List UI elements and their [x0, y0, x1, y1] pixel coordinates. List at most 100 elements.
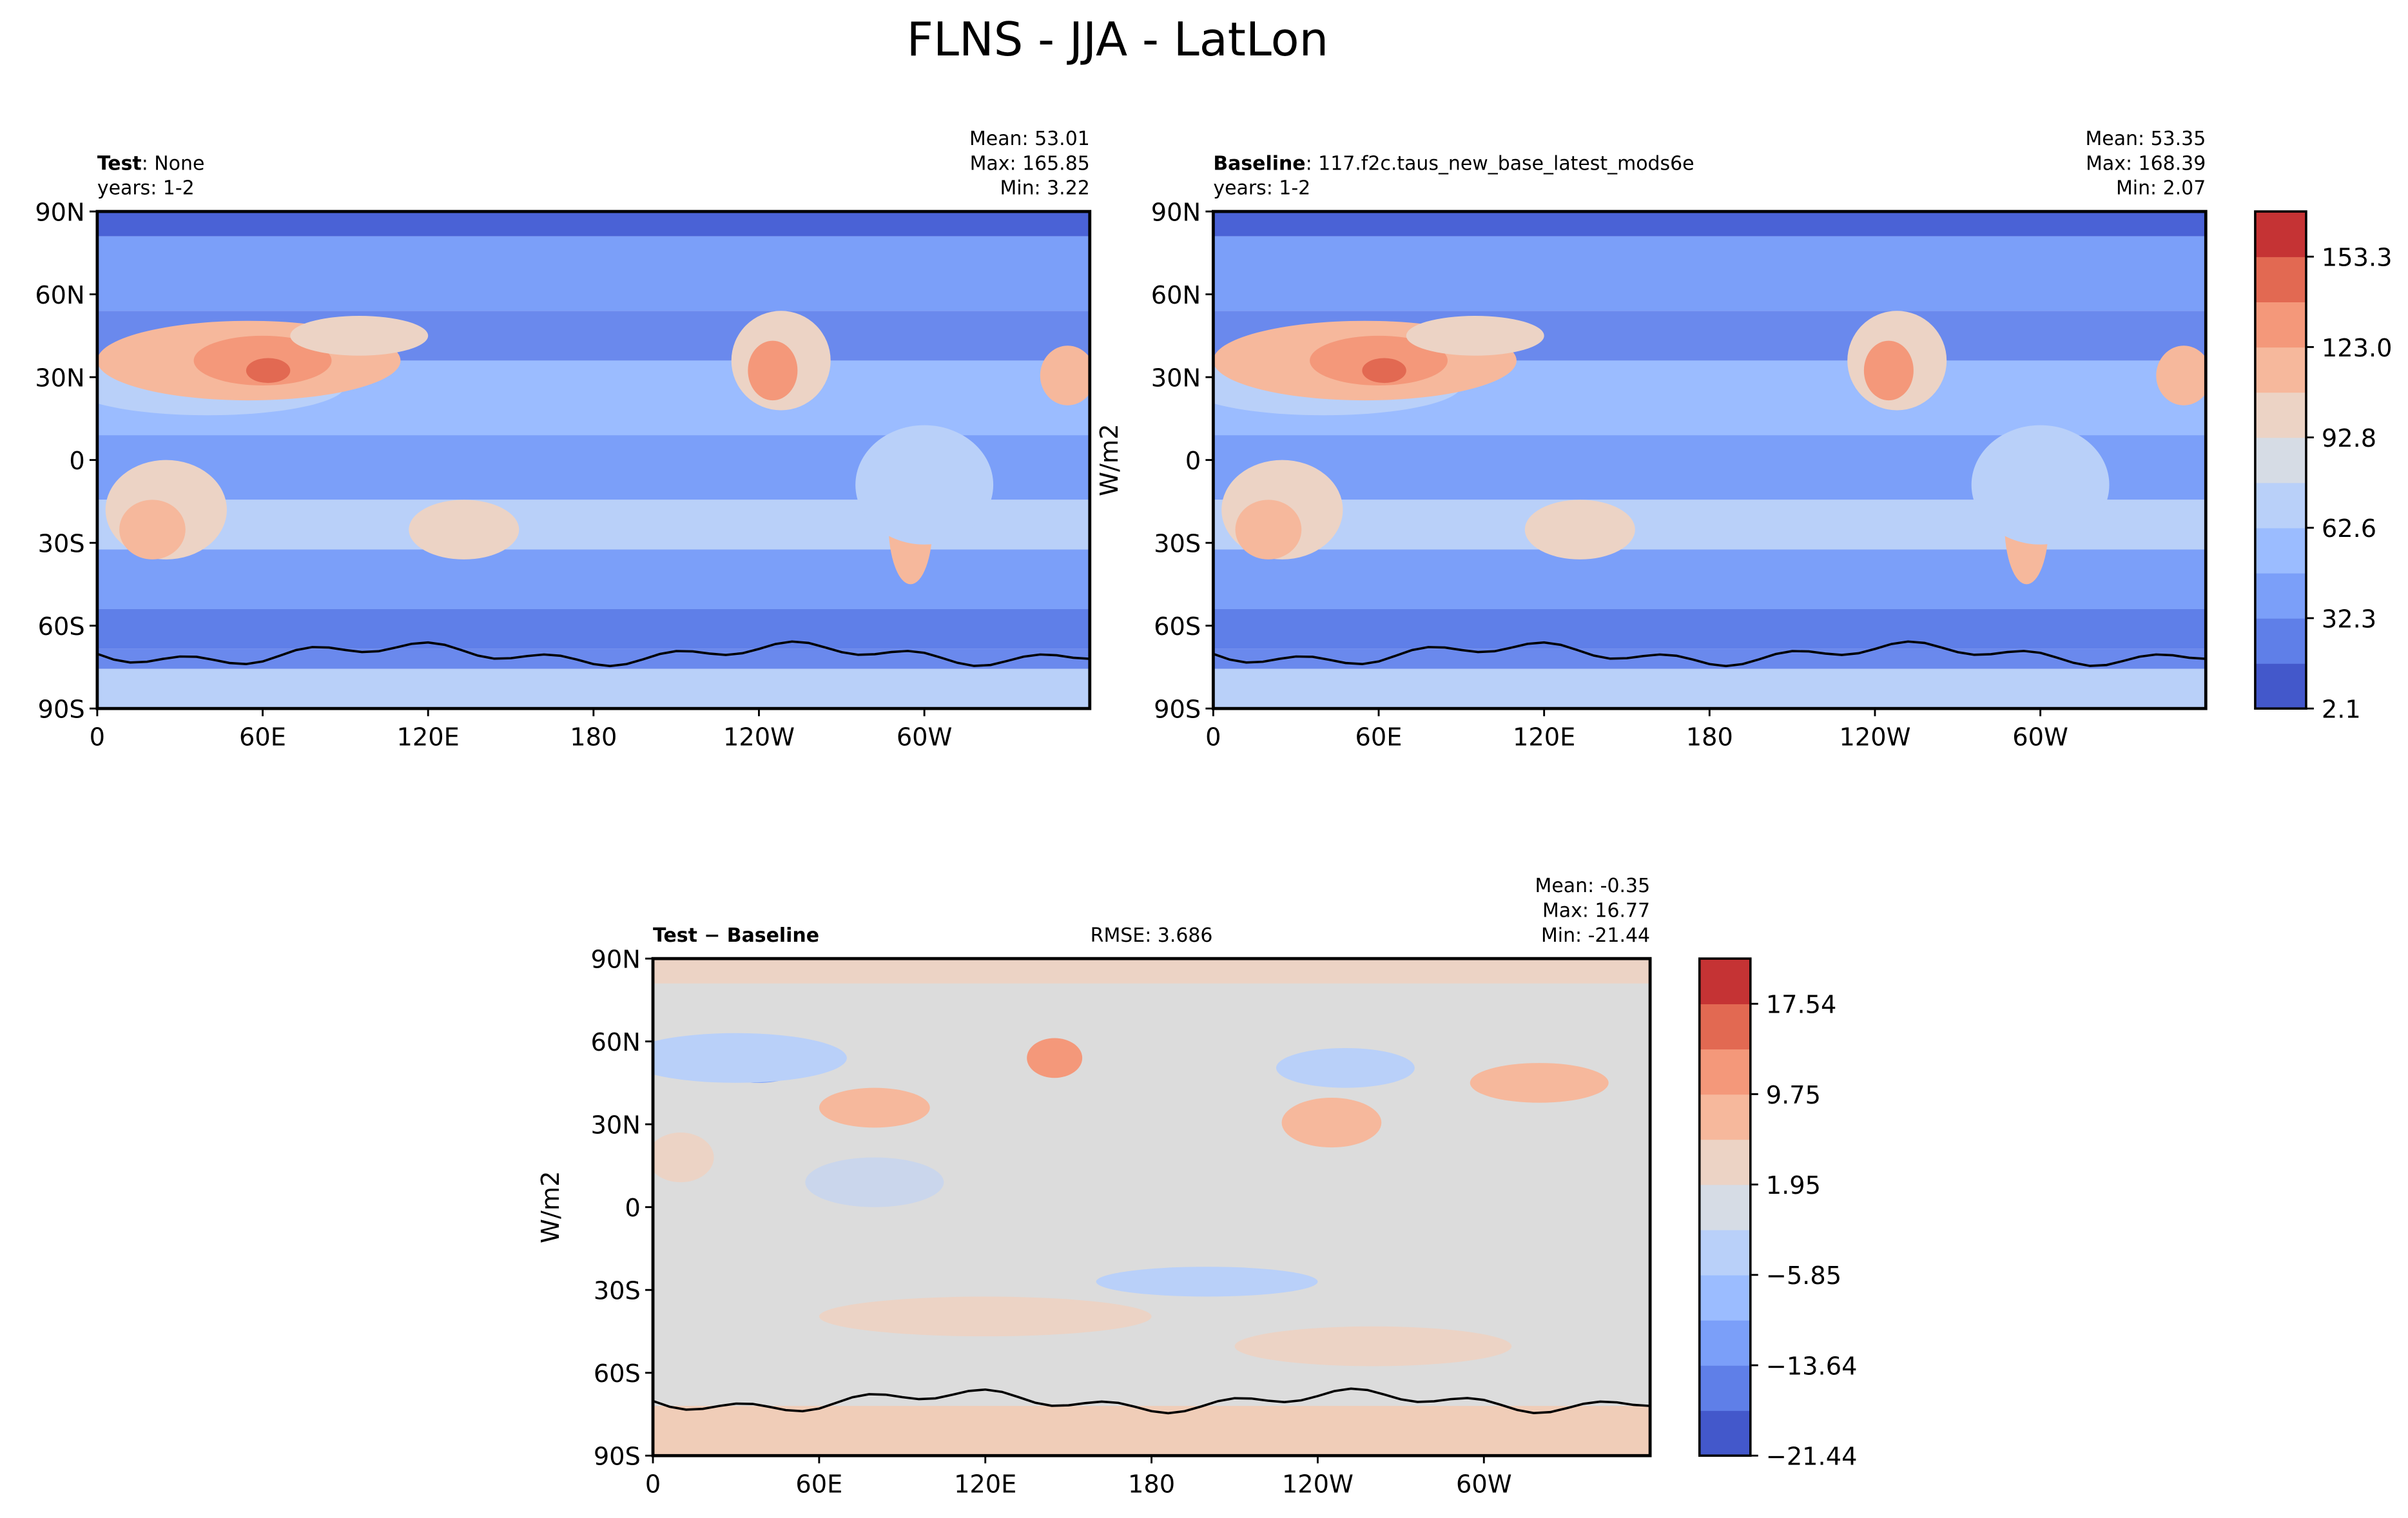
field-blob — [805, 1157, 944, 1207]
field-band — [97, 668, 1090, 709]
field-band — [653, 1406, 1651, 1456]
colorbar-box — [2255, 618, 2306, 664]
lat-tick-label: 0 — [69, 447, 84, 476]
coastline — [1213, 640, 2206, 668]
units-label: W/m2 — [536, 1171, 565, 1243]
colorbar-frame — [2254, 210, 2307, 710]
field-band — [1213, 549, 2206, 609]
colorbar-box — [2255, 437, 2306, 483]
field-blob — [1971, 425, 2110, 545]
colorbar-box — [2255, 347, 2306, 393]
lat-tick-label: 0 — [625, 1194, 640, 1223]
field-blob — [119, 500, 186, 560]
lat-tick-label: 30S — [594, 1277, 641, 1306]
panel-stat: Mean: -0.35 — [1535, 875, 1651, 897]
colorbar-box — [1699, 1049, 1751, 1095]
panel-case: : 117.f2c.taus_new_base_latest_mods6e — [1306, 152, 1694, 175]
panel-label-name: Test — [97, 152, 142, 175]
lat-tick-label: 90S — [594, 1443, 641, 1472]
lon-tick-label: 0 — [90, 723, 105, 752]
field-band — [97, 211, 1090, 237]
field-blob — [855, 425, 994, 545]
lat-tick-label: 60S — [594, 1359, 641, 1388]
panel-rmse: RMSE: 3.686 — [1091, 924, 1213, 947]
panel-stat: Mean: 53.35 — [2085, 128, 2206, 150]
map-field — [1213, 211, 2206, 709]
field-blob — [1470, 1063, 1609, 1103]
coastline — [97, 640, 1090, 668]
lat-tick-label: 90N — [1151, 198, 1201, 227]
panel-stat: Min: 3.22 — [1000, 177, 1089, 200]
colorbar-box — [2255, 257, 2306, 303]
panel-stat: Min: -21.44 — [1541, 924, 1650, 947]
field-blob — [1406, 316, 1544, 356]
panel-years: years: 1-2 — [1213, 177, 1310, 200]
colorbar-box — [2255, 482, 2306, 529]
lon-tick-label: 60W — [1456, 1470, 1512, 1499]
colorbar-box — [1699, 1365, 1751, 1411]
colorbar-box — [2255, 663, 2306, 709]
lat-tick-label: 60S — [1154, 612, 1201, 641]
lat-tick-label: 30N — [590, 1111, 640, 1140]
field-blob — [1276, 1047, 1415, 1088]
lon-tick-label: 180 — [1686, 723, 1733, 752]
lat-tick-label: 30N — [1151, 364, 1201, 393]
lon-tick-label: 60E — [1355, 723, 1403, 752]
lon-tick-label: 120E — [1513, 723, 1575, 752]
lat-tick-label: 90S — [38, 696, 85, 725]
lat-tick-label: 30N — [35, 364, 84, 393]
lat-tick-label: 90N — [35, 198, 84, 227]
lon-tick-label: 120E — [954, 1470, 1016, 1499]
lon-tick-label: 0 — [1205, 723, 1221, 752]
colorbar-tick-label: 9.75 — [1766, 1081, 1821, 1110]
colorbar-tick-label: −13.64 — [1766, 1352, 1858, 1381]
lat-tick-label: 90N — [590, 946, 640, 975]
field-blob — [1281, 1098, 1382, 1148]
panel-label: Test − Baseline — [653, 924, 819, 947]
lon-tick-label: 60W — [897, 723, 953, 752]
colorbar-frame — [1698, 957, 1752, 1457]
colorbar-box — [1699, 1229, 1751, 1276]
lon-tick-label: 60W — [2012, 723, 2068, 752]
map-field — [653, 958, 1651, 1456]
field-band — [653, 958, 1651, 984]
field-blob — [1040, 345, 1090, 405]
colorbar-box — [1699, 1004, 1751, 1050]
colorbar-box — [2255, 392, 2306, 438]
lon-tick-label: 120W — [1282, 1470, 1354, 1499]
field-blob — [819, 1296, 1152, 1337]
field-blob — [409, 500, 519, 560]
panel-label: Test: None — [97, 152, 205, 175]
colorbar-tick-label: 153.3 — [2322, 244, 2393, 273]
field-blob — [748, 340, 798, 401]
field-band — [653, 958, 1651, 1456]
field-blob — [653, 1033, 847, 1083]
field-band — [1213, 211, 2206, 237]
panel-stat: Mean: 53.01 — [969, 128, 1090, 150]
field-band — [1213, 668, 2206, 709]
panel-stat: Max: 165.85 — [970, 152, 1090, 175]
colorbar-box — [1699, 958, 1751, 1004]
field-blob — [2156, 345, 2206, 405]
map-field — [97, 211, 1090, 709]
panel-stat: Min: 2.07 — [2116, 177, 2206, 200]
colorbar-tick-label: 1.95 — [1766, 1171, 1821, 1200]
panel-case: : None — [142, 152, 205, 175]
colorbar-tick-label: 62.6 — [2322, 514, 2376, 543]
colorbar-tick-label: 32.3 — [2322, 605, 2376, 634]
units-label: W/m2 — [1095, 423, 1124, 496]
colorbar-tick-label: 123.0 — [2322, 334, 2393, 363]
colorbar-box — [1699, 1139, 1751, 1185]
lat-tick-label: 0 — [1185, 447, 1201, 476]
colorbar-tick-label: −5.85 — [1766, 1261, 1841, 1290]
field-band — [1213, 608, 2206, 649]
colorbar-box — [1699, 1184, 1751, 1231]
colorbar-tick-label: 17.54 — [1766, 991, 1837, 1020]
lon-tick-label: 0 — [645, 1470, 661, 1499]
field-blob — [290, 316, 429, 356]
figure-title: FLNS - JJA - LatLon — [907, 12, 1329, 66]
panel-label-name: Baseline — [1213, 152, 1305, 175]
colorbar-tick-label: 92.8 — [2322, 424, 2376, 453]
